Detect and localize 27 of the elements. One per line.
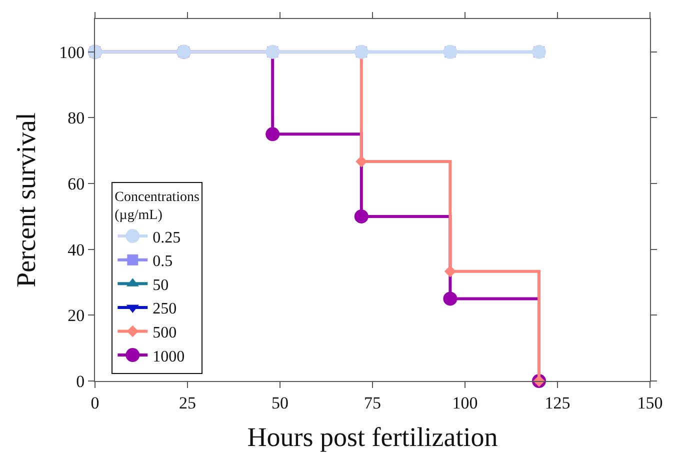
x-tick-label: 125	[544, 393, 570, 412]
y-tick-label: 40	[68, 240, 85, 260]
legend-label: 0.25	[152, 229, 181, 246]
y-tick-label: 100	[59, 42, 85, 62]
legend-title: Concentrations (µg/mL)	[114, 190, 200, 224]
point	[354, 209, 368, 224]
x-tick-label: 150	[637, 393, 663, 412]
y-tick-label: 0	[76, 372, 85, 391]
point	[443, 292, 458, 306]
x-axis-title: Hours post fertilization	[247, 422, 498, 452]
x-tick-label: 25	[179, 393, 196, 412]
x-tick-label: 50	[272, 393, 288, 412]
point	[266, 127, 280, 142]
point	[356, 156, 368, 168]
y-tick-label: 20	[68, 306, 85, 326]
legend-label: 1000	[152, 348, 185, 366]
legend-label: 0.5	[152, 253, 173, 270]
x-tick-label: 75	[364, 393, 381, 412]
x-tick-label: 0	[90, 393, 100, 412]
legend-label: 250	[152, 300, 177, 318]
legend-label: 50	[152, 276, 169, 294]
x-tick-label: 100	[452, 393, 478, 412]
y-axis-title: Percent survival	[11, 112, 42, 288]
y-tick-label: 60	[68, 174, 85, 194]
y-tick-label: 80	[68, 108, 85, 128]
legend-label: 500	[152, 324, 177, 342]
point	[444, 266, 456, 278]
